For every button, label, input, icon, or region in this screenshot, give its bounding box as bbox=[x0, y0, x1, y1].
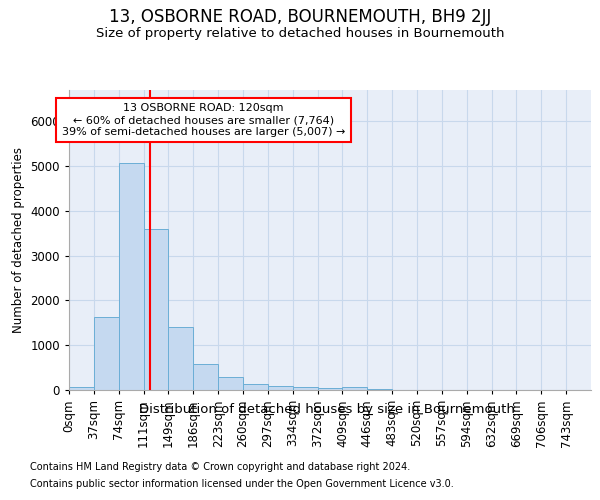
Text: Distribution of detached houses by size in Bournemouth: Distribution of detached houses by size … bbox=[139, 402, 515, 415]
Bar bbox=[317, 388, 343, 390]
Y-axis label: Number of detached properties: Number of detached properties bbox=[12, 147, 25, 333]
Bar bbox=[94, 317, 119, 390]
Text: 13, OSBORNE ROAD, BOURNEMOUTH, BH9 2JJ: 13, OSBORNE ROAD, BOURNEMOUTH, BH9 2JJ bbox=[109, 8, 491, 26]
Bar bbox=[169, 328, 193, 390]
Bar bbox=[367, 388, 392, 390]
Bar bbox=[119, 163, 143, 390]
Bar bbox=[143, 229, 169, 390]
Text: 13 OSBORNE ROAD: 120sqm
← 60% of detached houses are smaller (7,764)
39% of semi: 13 OSBORNE ROAD: 120sqm ← 60% of detache… bbox=[62, 104, 345, 136]
Text: Contains public sector information licensed under the Open Government Licence v3: Contains public sector information licen… bbox=[30, 479, 454, 489]
Text: Contains HM Land Registry data © Crown copyright and database right 2024.: Contains HM Land Registry data © Crown c… bbox=[30, 462, 410, 472]
Text: Size of property relative to detached houses in Bournemouth: Size of property relative to detached ho… bbox=[96, 28, 504, 40]
Bar bbox=[343, 387, 367, 390]
Bar bbox=[193, 364, 218, 390]
Bar bbox=[268, 386, 293, 390]
Bar bbox=[243, 384, 268, 390]
Bar bbox=[69, 386, 94, 390]
Bar bbox=[218, 377, 243, 390]
Bar bbox=[293, 387, 317, 390]
